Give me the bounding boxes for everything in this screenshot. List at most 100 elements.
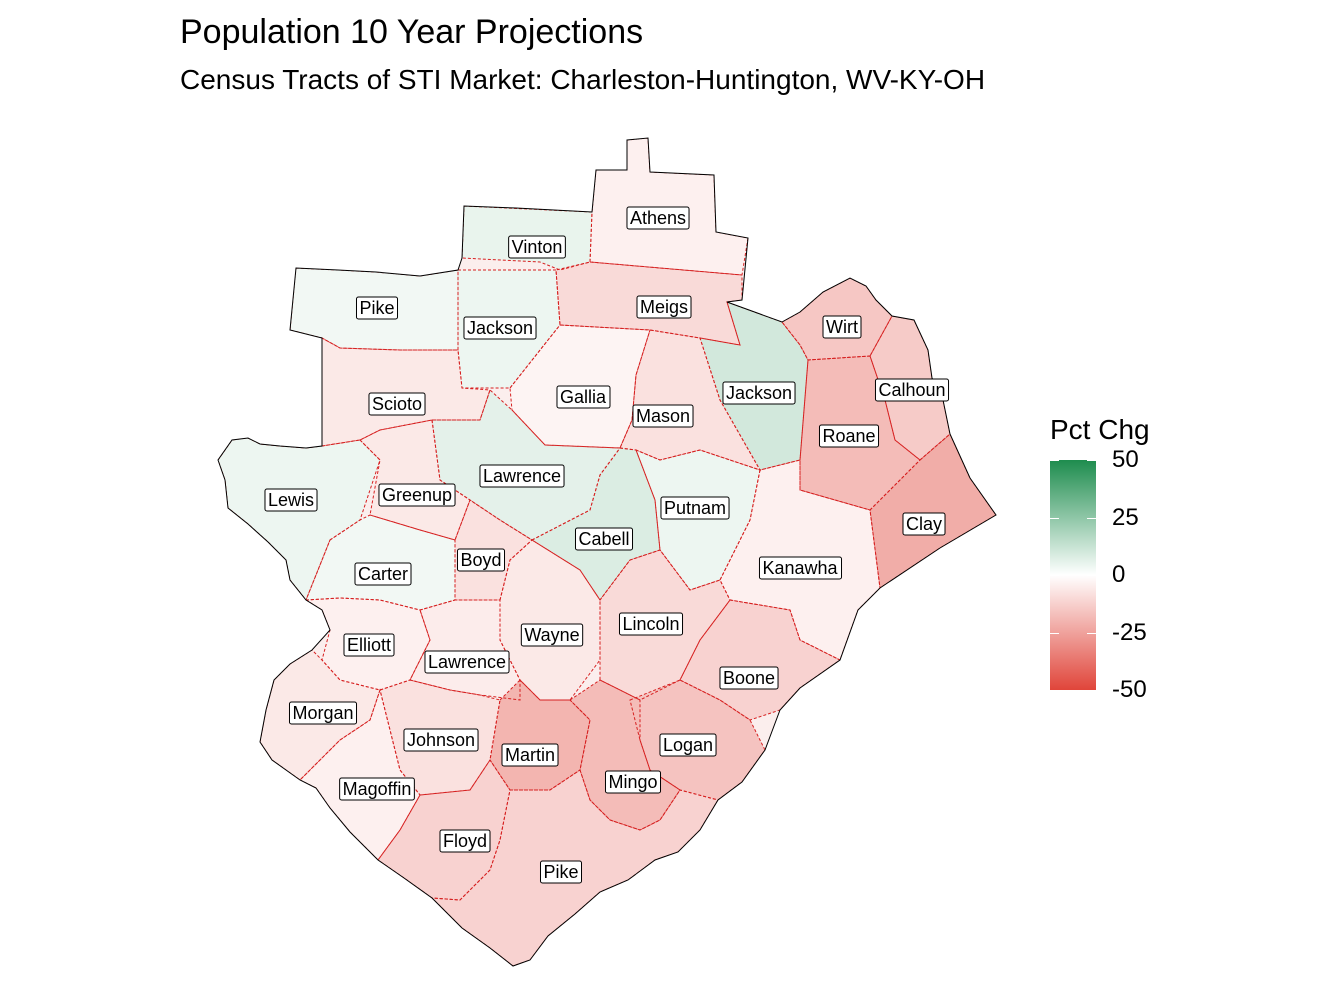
legend-tick-label: 0 xyxy=(1112,561,1126,588)
county-label-text: Roane xyxy=(822,426,875,446)
county-border-greenup xyxy=(359,419,471,541)
county-shape-scioto[interactable] xyxy=(322,338,490,446)
county-label-text: Jackson xyxy=(467,318,533,338)
county-shape-lewis[interactable] xyxy=(218,438,380,600)
county-label-box xyxy=(339,777,415,801)
legend-tick-label: 25 xyxy=(1112,503,1139,531)
county-label-athens: Athens xyxy=(626,206,690,230)
county-label-calhoun: Calhoun xyxy=(874,378,950,402)
county-label-box xyxy=(632,404,694,428)
county-label-carter: Carter xyxy=(354,562,412,586)
county-label-box xyxy=(264,488,318,512)
county-label-box xyxy=(456,548,506,572)
county-label-box xyxy=(604,770,662,794)
county-label-box xyxy=(822,315,862,339)
county-label-lewis: Lewis xyxy=(264,488,318,512)
county-label-box xyxy=(902,512,946,536)
legend-tick-label: -25 xyxy=(1112,618,1147,646)
county-label-text: Elliott xyxy=(347,635,391,655)
county-label-text: Morgan xyxy=(292,703,353,723)
county-border-martin xyxy=(489,679,591,791)
county-label-text: Jackson xyxy=(726,383,792,403)
county-shape-greenup[interactable] xyxy=(360,420,470,540)
county-label-text: Boone xyxy=(723,668,775,688)
legend-tick-mark xyxy=(1050,690,1059,691)
county-label-jackson: Jackson xyxy=(722,381,796,405)
county-label-box xyxy=(660,496,730,520)
county-label-box xyxy=(618,612,684,636)
county-label-text: Magoffin xyxy=(343,779,412,799)
county-label-text: Calhoun xyxy=(878,380,945,400)
county-labels: Athens Vinton Meigs Pike Jackson Wirt Gallia Ja… xyxy=(264,206,950,884)
legend-tick-mark xyxy=(1050,575,1059,576)
county-border-magoffin xyxy=(299,688,421,861)
county-label-jackson: Jackson xyxy=(463,316,537,340)
county-label-box xyxy=(355,296,399,320)
county-shape-lawrence[interactable] xyxy=(410,600,520,700)
county-label-text: Lawrence xyxy=(428,652,506,672)
county-label-vinton: Vinton xyxy=(508,235,566,259)
county-border-lawrence xyxy=(409,599,521,701)
county-shapes xyxy=(218,138,996,966)
county-shape-clay[interactable] xyxy=(870,434,996,588)
county-label-box xyxy=(463,316,537,340)
county-label-logan: Logan xyxy=(659,733,717,757)
county-label-boone: Boone xyxy=(719,666,779,690)
county-label-box xyxy=(539,860,583,884)
county-label-text: Lewis xyxy=(268,490,314,510)
county-label-text: Kanawha xyxy=(762,558,838,578)
county-label-box xyxy=(722,381,796,405)
county-label-box xyxy=(479,464,565,488)
county-label-box xyxy=(439,829,491,853)
county-border-lincoln xyxy=(599,549,731,701)
county-label-text: Vinton xyxy=(512,237,563,257)
county-label-text: Logan xyxy=(663,735,713,755)
county-label-text: Cabell xyxy=(578,529,629,549)
county-label-pike: Pike xyxy=(539,860,583,884)
county-shape-boone[interactable] xyxy=(680,600,840,720)
county-shape-mason[interactable] xyxy=(620,330,760,470)
county-label-box xyxy=(626,206,690,230)
county-label-box xyxy=(636,295,692,319)
county-label-mingo: Mingo xyxy=(604,770,662,794)
county-label-meigs: Meigs xyxy=(636,295,692,319)
county-shape-magoffin[interactable] xyxy=(300,690,420,860)
county-label-text: Greenup xyxy=(382,485,452,505)
county-label-text: Mason xyxy=(636,406,690,426)
county-label-wirt: Wirt xyxy=(822,315,862,339)
county-label-box xyxy=(378,483,456,507)
county-shape-wayne[interactable] xyxy=(500,540,600,700)
county-label-box xyxy=(354,562,412,586)
legend-tick-mark xyxy=(1087,518,1096,519)
legend-tick-mark xyxy=(1050,633,1059,634)
county-label-magoffin: Magoffin xyxy=(339,777,415,801)
county-border-jackson xyxy=(699,301,809,471)
county-label-text: Floyd xyxy=(443,831,487,851)
county-label-text: Athens xyxy=(630,208,686,228)
county-label-box xyxy=(288,701,358,725)
county-label-lawrence: Lawrence xyxy=(424,650,510,674)
county-label-cabell: Cabell xyxy=(574,527,634,551)
county-label-johnson: Johnson xyxy=(403,728,479,752)
county-label-putnam: Putnam xyxy=(660,496,730,520)
legend-tick-mark xyxy=(1087,690,1096,691)
county-label-box xyxy=(368,392,426,416)
map-subtitle: Census Tracts of STI Market: Charleston-… xyxy=(180,64,986,95)
county-label-box xyxy=(574,527,634,551)
legend-tick-mark xyxy=(1087,575,1096,576)
county-label-text: Carter xyxy=(358,564,408,584)
county-label-lawrence: Lawrence xyxy=(479,464,565,488)
county-label-pike: Pike xyxy=(355,296,399,320)
county-label-text: Gallia xyxy=(560,387,607,407)
legend-tick-mark xyxy=(1050,518,1059,519)
legend-tick-mark xyxy=(1050,460,1059,461)
county-border-scioto xyxy=(321,337,491,447)
legend-tick-label: -50 xyxy=(1112,676,1147,703)
county-label-text: Meigs xyxy=(640,297,688,317)
county-label-box xyxy=(758,556,843,580)
county-label-text: Pike xyxy=(359,298,394,318)
county-label-box xyxy=(424,650,510,674)
county-shape-putnam[interactable] xyxy=(636,450,760,590)
county-label-mason: Mason xyxy=(632,404,694,428)
county-label-box xyxy=(508,235,566,259)
